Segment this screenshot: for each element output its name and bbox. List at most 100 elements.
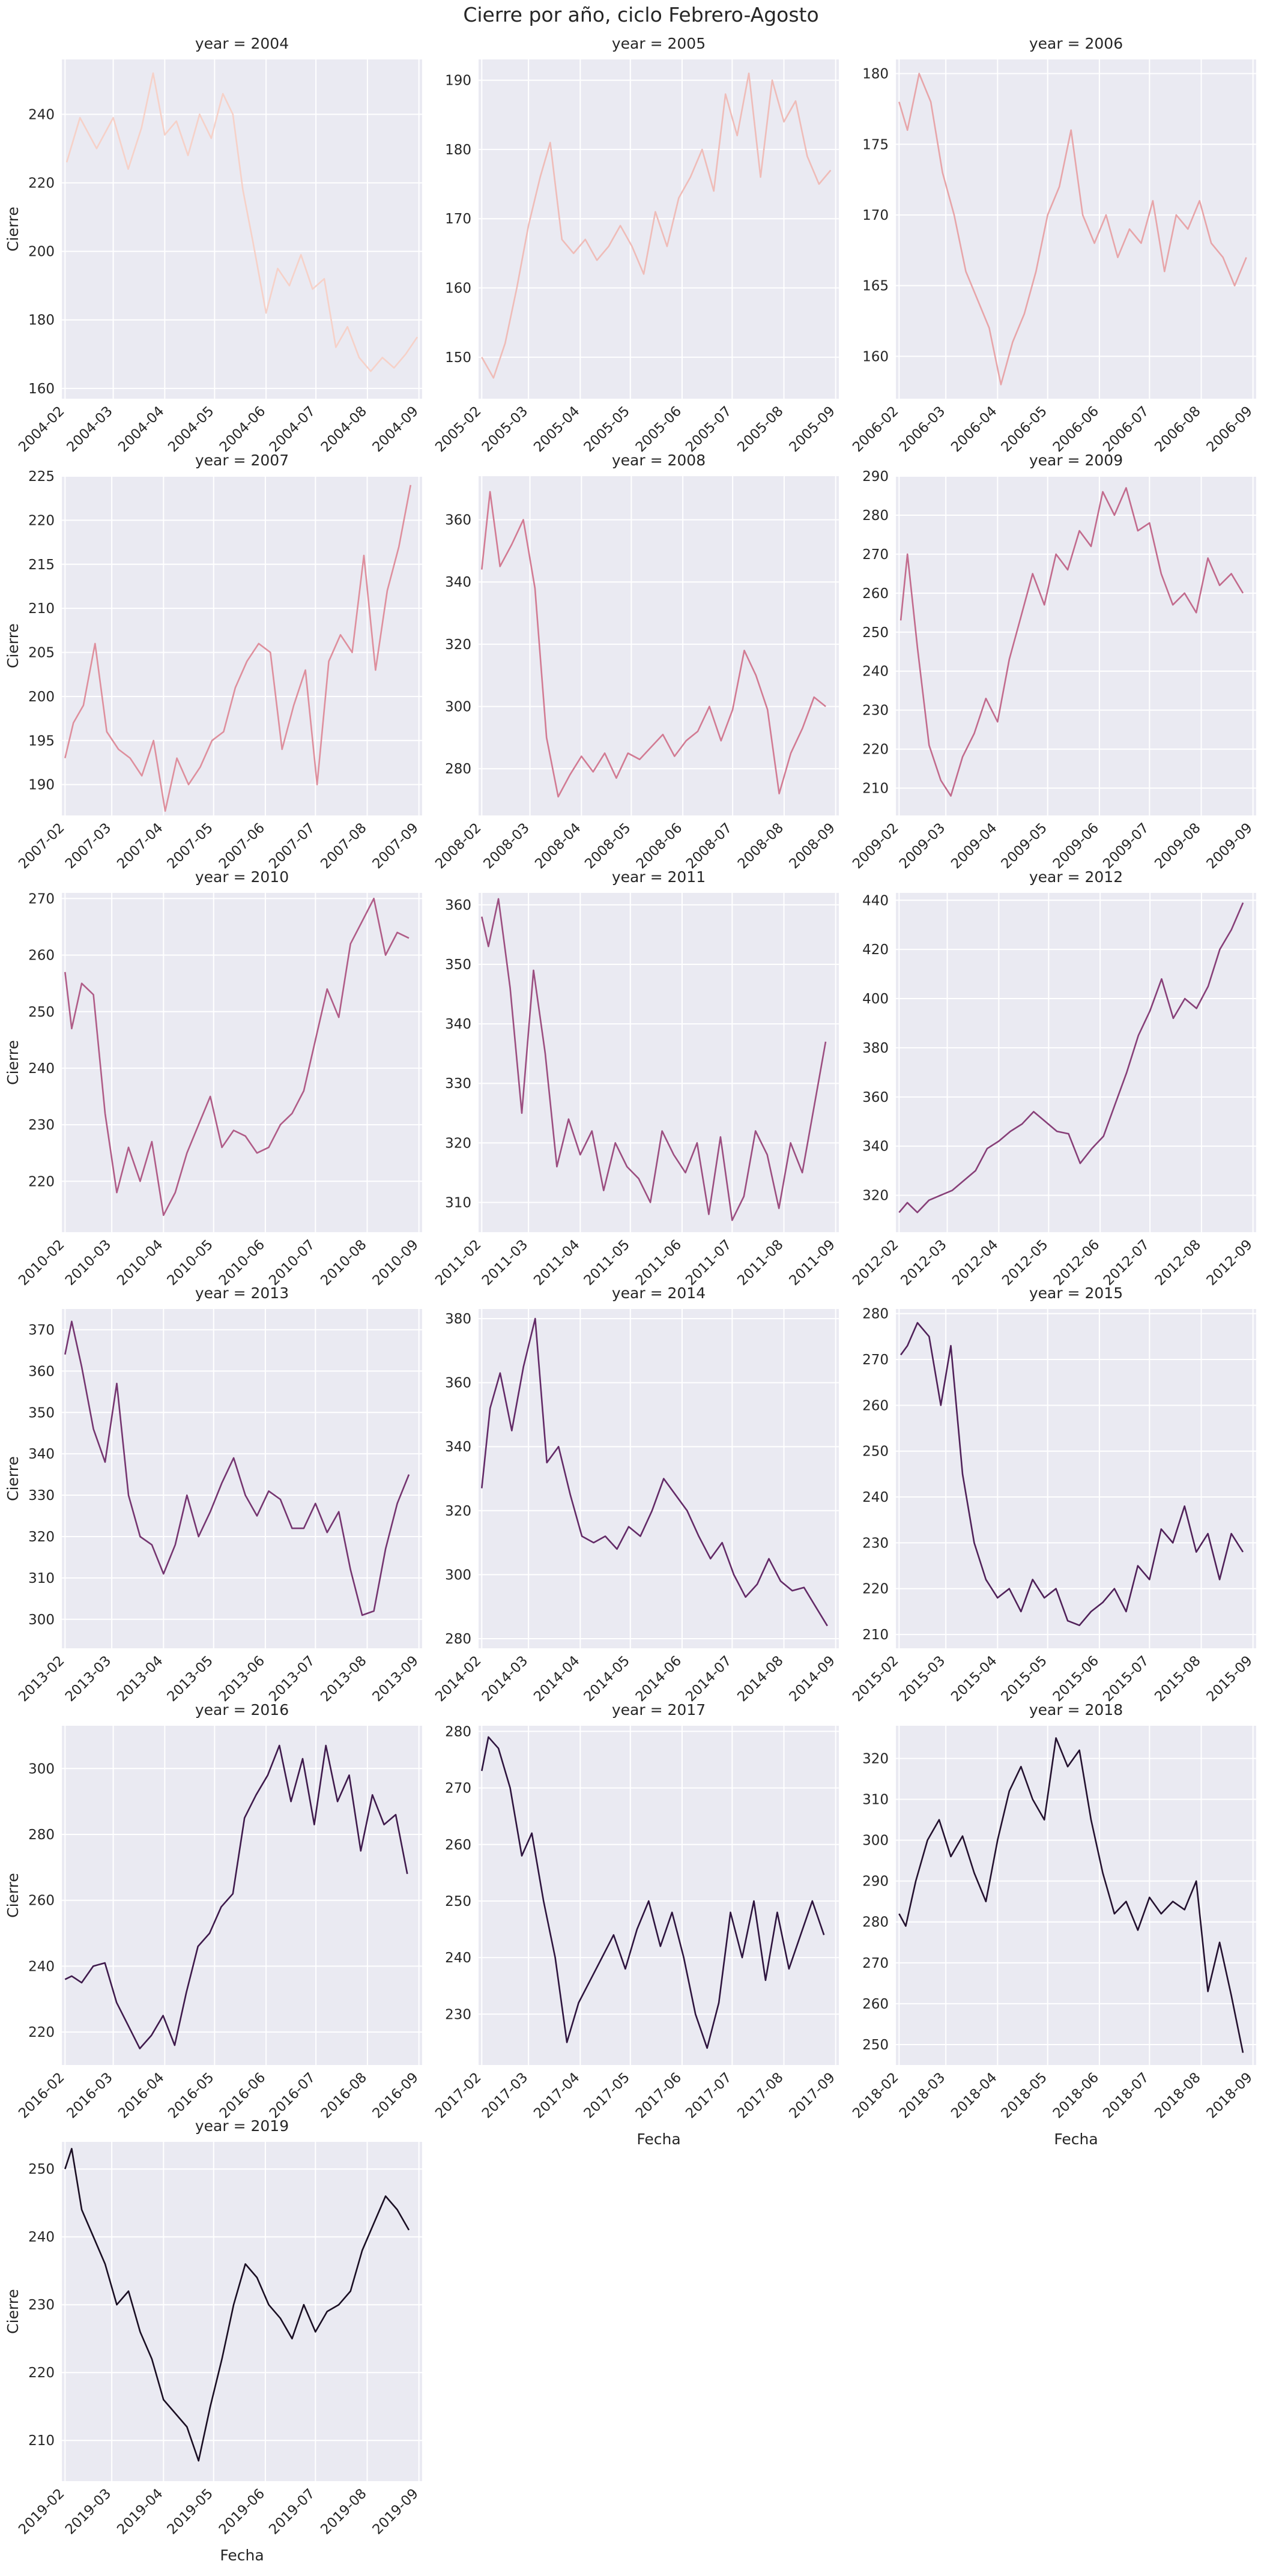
y-tick-label: 270 [862,1352,889,1368]
panel-2014: year = 20142803003203403603802014-022014… [432,1284,839,1705]
y-tick-label: 280 [445,1631,471,1647]
plot-area [479,59,839,399]
y-tick-label: 200 [28,244,55,260]
y-tick-label: 380 [445,1311,471,1327]
panel-title: year = 2008 [612,452,706,469]
y-tick-label: 170 [862,208,889,223]
plot-area [896,59,1256,399]
plot-area [896,476,1256,815]
y-tick-label: 230 [862,703,889,719]
y-tick-label: 380 [862,1041,889,1056]
y-tick-label: 280 [862,508,889,524]
y-tick-label: 205 [28,646,55,661]
plot-area [479,476,839,815]
y-tick-label: 260 [28,1893,55,1909]
y-tick-label: 225 [28,469,55,485]
y-tick-label: 210 [862,1627,889,1643]
panel-2009: year = 200921022023024025026027028029020… [850,452,1256,872]
y-tick-label: 300 [28,1612,55,1628]
y-tick-label: 260 [862,1398,889,1413]
y-tick-label: 300 [445,1567,471,1583]
series-line [65,72,418,372]
y-tick-label: 240 [28,1061,55,1077]
y-tick-label: 180 [445,142,471,158]
y-tick-label: 270 [862,1956,889,1971]
panel-title: year = 2013 [195,1284,289,1302]
y-axis-label: Cierre [4,1873,22,1918]
y-tick-label: 300 [445,700,471,715]
plot-area [62,59,422,399]
y-axis-label: Cierre [4,623,22,668]
series-line [898,1737,1244,2053]
y-tick-label: 230 [28,2297,55,2313]
y-tick-label: 250 [445,1894,471,1909]
y-tick-label: 320 [445,1135,471,1151]
y-tick-label: 260 [862,586,889,602]
y-tick-label: 340 [445,1439,471,1455]
plot-area [479,893,839,1232]
y-tick-label: 240 [28,107,55,122]
y-tick-label: 360 [445,1376,471,1391]
panel-2013: year = 20133003103203303403503603702013-… [4,1284,422,1705]
panel-title: year = 2004 [195,35,289,52]
y-tick-label: 150 [445,350,471,366]
panel-2011: year = 20113103203303403503602011-022011… [432,868,839,1289]
y-tick-label: 350 [28,1405,55,1421]
series-line [481,898,827,1221]
plot-area [479,1726,839,2065]
series-line [64,1320,410,1616]
panel-2012: year = 20123203403603804004204402012-022… [850,868,1256,1289]
y-tick-label: 440 [862,893,889,909]
x-axis-label: Fecha [220,2547,264,2564]
panel-title: year = 2012 [1029,868,1123,886]
y-tick-label: 310 [28,1571,55,1586]
y-tick-label: 160 [862,349,889,364]
plot-area [62,476,422,815]
y-tick-label: 190 [445,73,471,89]
y-tick-label: 190 [28,778,55,793]
panel-title: year = 2007 [195,452,289,469]
y-tick-label: 310 [445,1195,471,1211]
y-tick-label: 175 [862,137,889,153]
panel-title: year = 2019 [195,2117,289,2135]
panel-2008: year = 20082803003203403602008-022008-03… [432,452,839,872]
y-tick-label: 180 [28,313,55,328]
y-tick-label: 270 [445,1781,471,1797]
panel-title: year = 2017 [612,1701,706,1719]
panel-2010: year = 20102202302402502602702010-022010… [4,868,422,1289]
plot-area [62,2142,422,2481]
y-tick-label: 280 [445,761,471,777]
y-tick-label: 330 [445,1076,471,1092]
y-tick-label: 340 [28,1447,55,1462]
y-tick-label: 230 [862,1535,889,1551]
series-line [64,2148,410,2462]
series-line [481,1317,828,1627]
panel-title: year = 2006 [1029,35,1123,52]
panel-title: year = 2005 [612,35,706,52]
series-line [481,72,832,379]
y-tick-label: 210 [862,781,889,797]
y-tick-label: 310 [862,1792,889,1808]
y-tick-label: 240 [28,2230,55,2245]
panel-title: year = 2009 [1029,452,1123,469]
facet-panels: year = 20041601802002202402004-022004-03… [4,35,1256,2564]
panel-title: year = 2015 [1029,1284,1123,1302]
y-axis-label: Cierre [4,1040,22,1085]
y-axis-label: Cierre [4,2289,22,2334]
panel-2019: year = 20192102202302402502019-022019-03… [4,2117,422,2564]
y-tick-label: 160 [445,281,471,297]
y-tick-label: 290 [862,1874,889,1890]
y-tick-label: 280 [28,1827,55,1843]
y-tick-label: 270 [862,547,889,563]
y-tick-label: 220 [862,742,889,758]
series-line [898,73,1247,385]
y-tick-label: 210 [28,2433,55,2449]
y-tick-label: 220 [28,2365,55,2381]
y-tick-label: 220 [28,2025,55,2040]
panel-2007: year = 20071901952002052102152202252007-… [4,452,422,872]
y-tick-label: 260 [28,948,55,964]
y-tick-label: 330 [28,1488,55,1504]
series-line [900,487,1244,797]
panel-2005: year = 20051501601701801902005-022005-03… [432,35,839,455]
y-tick-label: 340 [445,1017,471,1032]
